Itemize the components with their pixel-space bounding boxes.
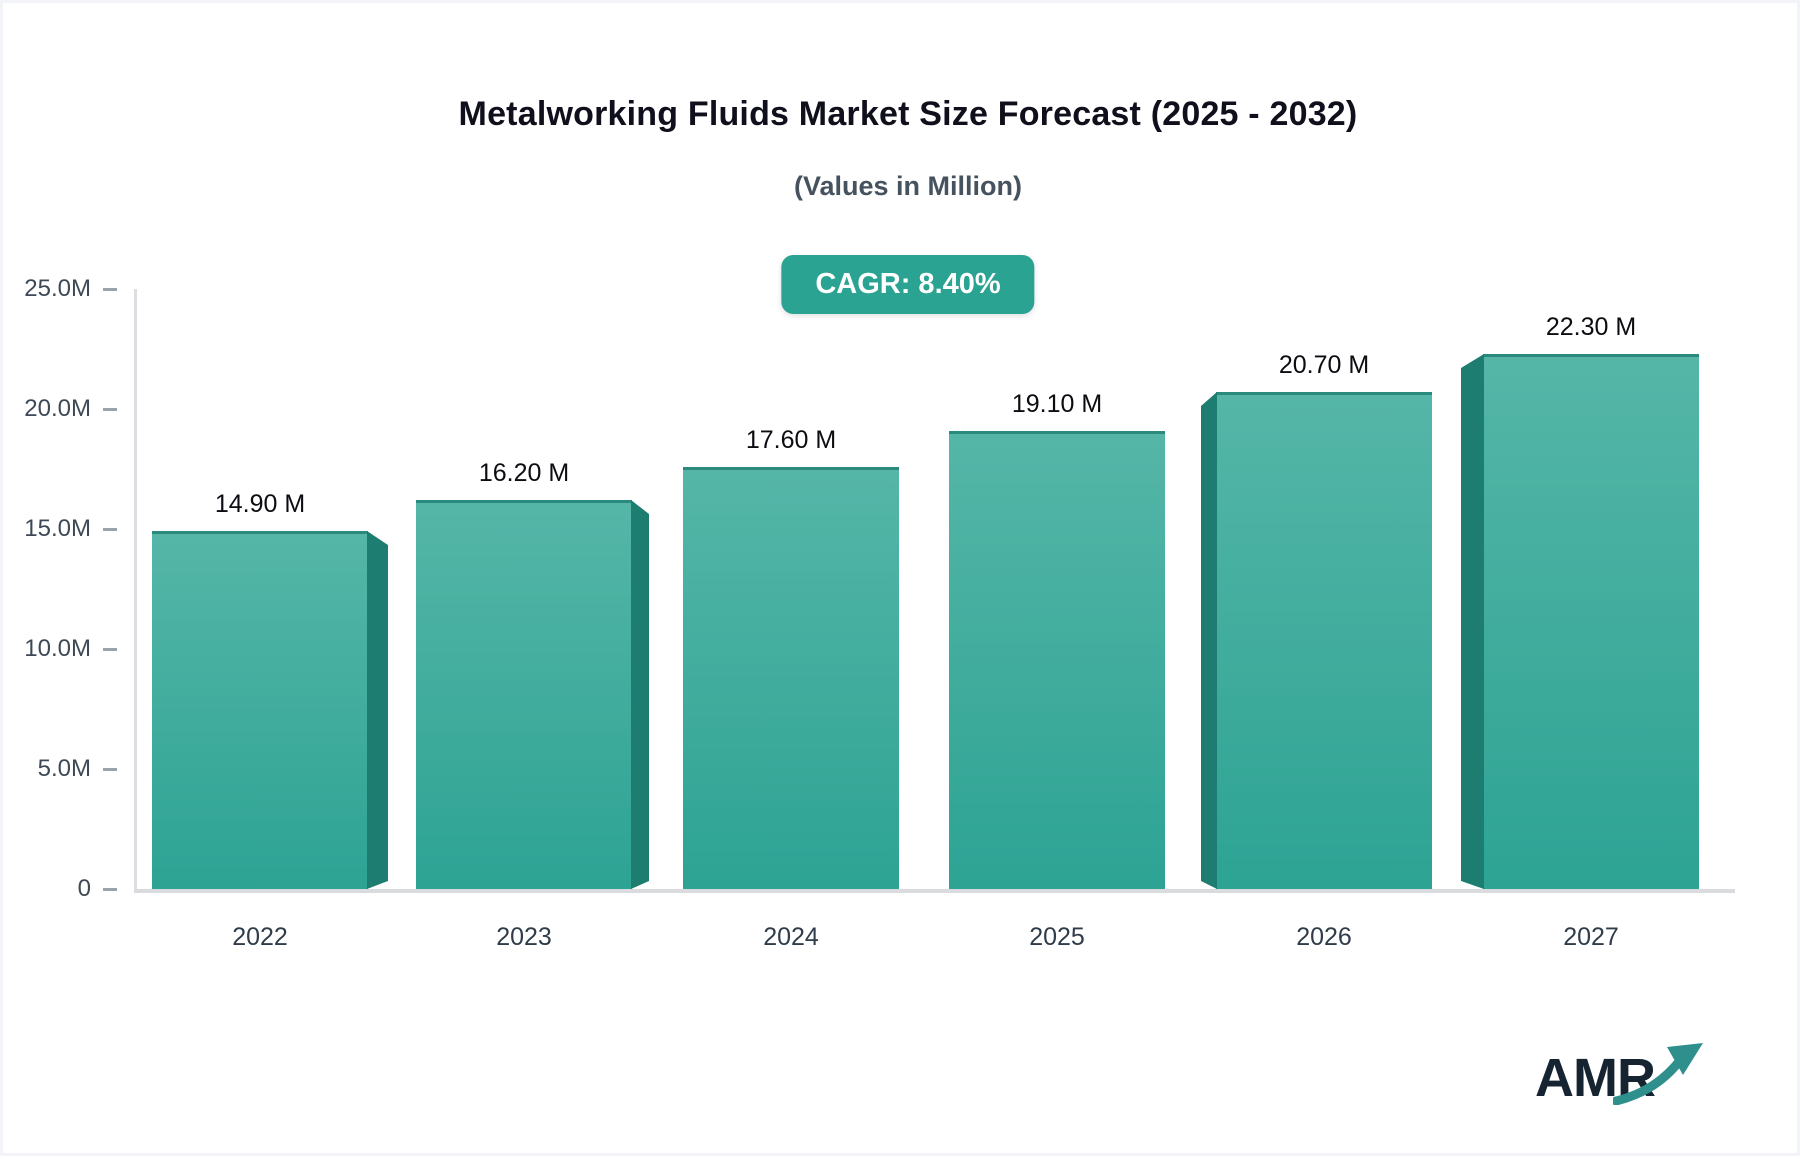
page-title: Metalworking Fluids Market Size Forecast…: [458, 95, 1358, 133]
y-axis-line: [134, 289, 137, 891]
bar-value-label: 16.20 M: [478, 459, 570, 487]
bar-value-label: 19.10 M: [1011, 390, 1103, 418]
y-tick-mark: [103, 528, 117, 531]
bar-value-label: 22.30 M: [1545, 313, 1637, 341]
bar-2026: [1216, 392, 1432, 889]
bar-chart: 25.0M 20.0M 15.0M 10.0M 5.0M 0 14.90 M 16.20 M…: [3, 3, 1800, 1159]
bar-value-label: 20.70 M: [1278, 351, 1370, 379]
growth-arrow-icon: [1613, 1043, 1703, 1105]
y-tick-label: 20.0M: [24, 395, 91, 422]
x-tick-label-2022: 2022: [232, 923, 288, 951]
x-tick-label-2023: 2023: [496, 923, 552, 951]
y-tick-label: 15.0M: [24, 515, 91, 542]
bar-2027: [1483, 354, 1699, 889]
x-tick-label-2026: 2026: [1296, 923, 1352, 951]
bar-value-label: 14.90 M: [214, 490, 306, 518]
bar-3d-side: [1201, 392, 1217, 889]
bar-3d-side: [1461, 354, 1484, 889]
x-axis-baseline: [134, 889, 1735, 893]
y-tick-mark: [103, 768, 117, 771]
x-tick-label-2024: 2024: [763, 923, 819, 951]
bar-2025: [949, 431, 1165, 889]
bar-3d-side: [367, 531, 388, 889]
y-tick-label: 10.0M: [24, 635, 91, 662]
bar-value-label: 17.60 M: [745, 426, 837, 454]
y-tick-mark: [103, 888, 117, 891]
x-tick-label-2025: 2025: [1029, 923, 1085, 951]
amr-logo: AMR: [1535, 1039, 1725, 1119]
y-tick-mark: [103, 648, 117, 651]
bar-3d-side: [631, 500, 649, 889]
bar-2024: [683, 467, 899, 889]
y-tick-label: 25.0M: [24, 275, 91, 302]
y-tick-mark: [103, 288, 117, 291]
y-tick-label: 5.0M: [37, 755, 91, 782]
bar-2022: [152, 531, 368, 889]
y-tick-label: 0: [77, 875, 91, 902]
page-subtitle: (Values in Million): [793, 171, 1023, 201]
cagr-badge: CAGR: 8.40%: [781, 255, 1035, 314]
x-tick-label-2027: 2027: [1563, 923, 1619, 951]
bar-2023: [416, 500, 632, 889]
y-tick-mark: [103, 408, 117, 411]
